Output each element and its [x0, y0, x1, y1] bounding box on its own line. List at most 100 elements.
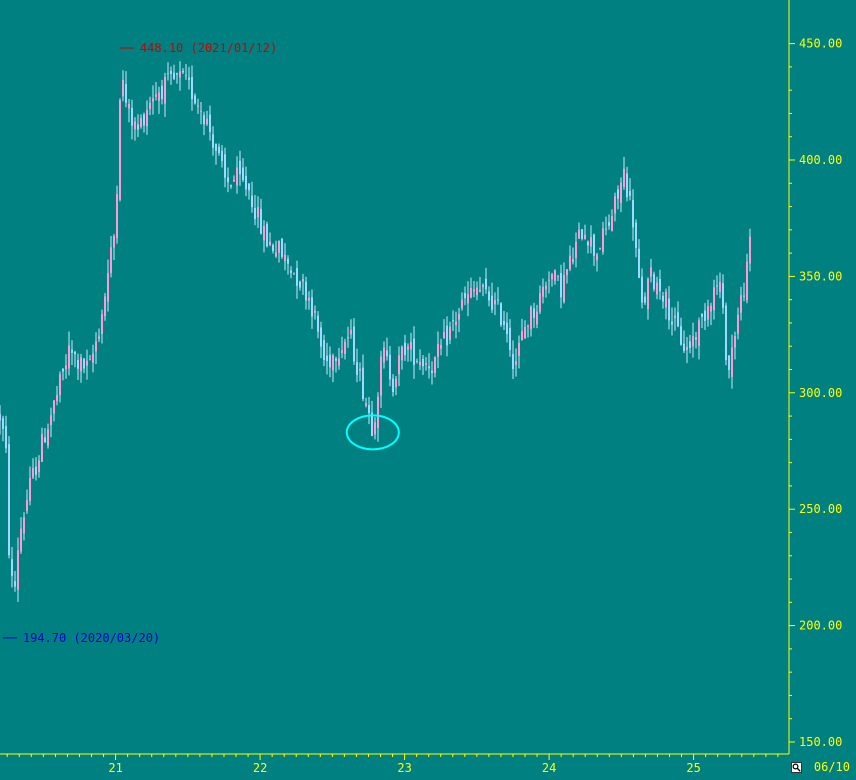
x-tick-label: 21 [108, 761, 122, 775]
candle-body [26, 500, 28, 511]
candle-body [623, 168, 625, 187]
candle-body [140, 118, 142, 127]
candle-body [116, 194, 118, 239]
candle-body [131, 107, 133, 126]
high-annotation-label: 448.10 (2021/01/12) [140, 41, 277, 55]
candle-body [512, 353, 514, 370]
candle-body [407, 346, 409, 350]
candle-body [80, 357, 82, 372]
candle-body [728, 355, 730, 370]
candle-body [182, 70, 184, 73]
candle-body [308, 297, 310, 301]
candle-body [437, 344, 439, 357]
candle-body [515, 361, 517, 365]
candle-body [740, 295, 742, 313]
candle-body [302, 278, 304, 282]
corner-date-label: 06/10 [813, 760, 850, 774]
candle-body [35, 466, 37, 475]
candle-body [248, 183, 250, 191]
candle-body [614, 196, 616, 214]
candle-body [368, 404, 370, 414]
candle-body [332, 355, 334, 371]
candle-body [701, 314, 703, 317]
candle-body [557, 275, 559, 277]
candle-body [185, 75, 187, 77]
candle-body [449, 326, 451, 340]
candle-body [221, 150, 223, 161]
candle-body [593, 234, 595, 256]
candle-body [527, 325, 529, 327]
candle-body [398, 355, 400, 375]
candle-body [371, 412, 373, 436]
candle-body [47, 429, 49, 446]
candle-body [668, 298, 670, 321]
candle-body [314, 310, 316, 313]
candle-body [617, 189, 619, 199]
candle-body [599, 248, 601, 250]
candle-body [293, 273, 295, 275]
candle-body [587, 241, 589, 246]
candle-body [335, 358, 337, 361]
candle-body [203, 115, 205, 125]
candle-body [434, 356, 436, 374]
candle-body [605, 228, 607, 230]
candle-body [188, 77, 190, 80]
candle-body [239, 160, 241, 175]
candle-body [455, 321, 457, 326]
candle-body [173, 72, 175, 79]
candle-body [44, 437, 46, 443]
candle-body [251, 195, 253, 208]
candle-body [551, 274, 553, 280]
candle-body [482, 284, 484, 288]
candle-body [179, 71, 181, 78]
candle-body [65, 365, 67, 370]
candle-body [440, 345, 442, 349]
candle-body [296, 267, 298, 286]
candle-body [494, 300, 496, 305]
candle-body [419, 361, 421, 366]
candle-body [362, 367, 364, 399]
candle-body [677, 312, 679, 327]
candle-body [464, 292, 466, 299]
candle-body [602, 228, 604, 252]
candle-body [689, 341, 691, 349]
candle-body [254, 207, 256, 220]
candle-body [218, 146, 220, 154]
y-tick-label: 400.00 [799, 153, 842, 167]
candle-body [230, 185, 232, 187]
candle-body [311, 297, 313, 317]
candle-body [563, 274, 565, 302]
candle-body [32, 467, 34, 478]
magnifier-icon[interactable] [791, 762, 802, 773]
candle-body [647, 278, 649, 309]
candle-body [74, 351, 76, 355]
candle-body [62, 368, 64, 372]
candle-body [344, 341, 346, 354]
candle-body [275, 252, 277, 257]
candle-body [215, 144, 217, 151]
x-tick-label: 25 [686, 761, 700, 775]
candle-body [233, 179, 235, 182]
candle-body [737, 314, 739, 334]
candle-body [578, 229, 580, 239]
candle-body [263, 225, 265, 241]
candle-body [542, 286, 544, 297]
candle-body [746, 261, 748, 301]
candle-body [2, 418, 4, 429]
candle-body [320, 327, 322, 347]
candle-body [257, 207, 259, 218]
y-tick-label: 200.00 [799, 619, 842, 633]
candle-body [422, 358, 424, 367]
candle-body [389, 354, 391, 380]
candle-body [71, 349, 73, 353]
candle-body [425, 363, 427, 365]
candle-body [101, 314, 103, 334]
candle-body [56, 395, 58, 402]
candle-body [164, 76, 166, 104]
candle-body [626, 173, 628, 198]
candle-body [428, 366, 430, 369]
candle-body [548, 279, 550, 281]
candle-body [641, 276, 643, 303]
